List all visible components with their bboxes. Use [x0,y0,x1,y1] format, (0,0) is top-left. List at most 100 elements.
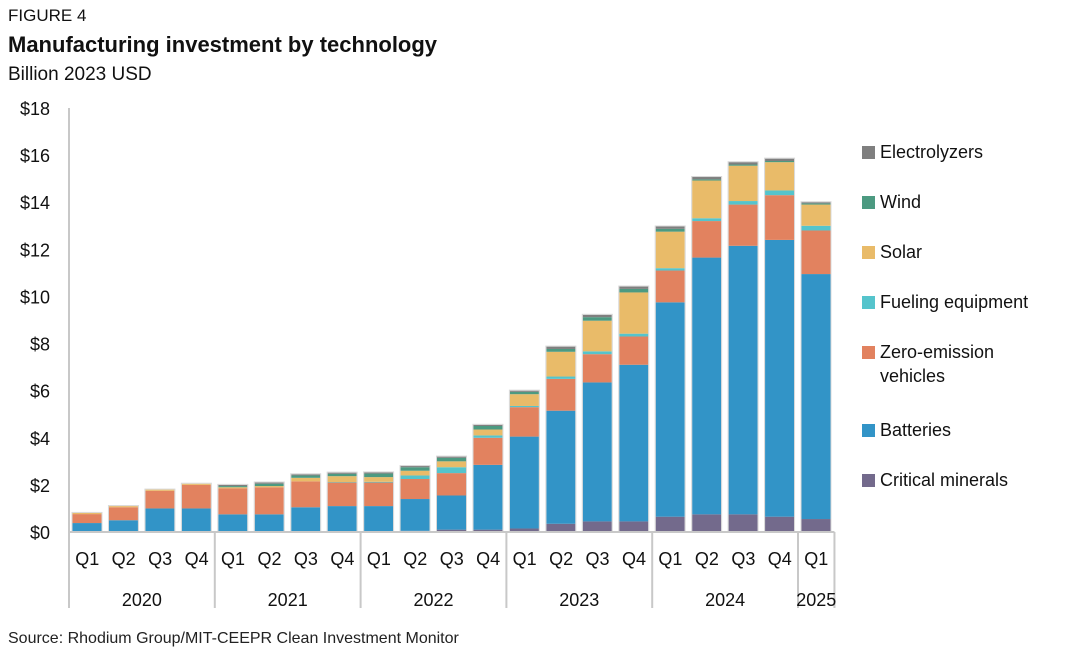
y-tick-label: $16 [20,146,50,166]
bar-segment-fueling-equipment [619,333,649,337]
bar-segment-zero-emission-vehicles [400,479,430,500]
bar-segment-fueling-equipment [582,351,612,355]
bar-segment-fueling-equipment [400,475,430,479]
x-tick-label: Q3 [731,549,755,569]
legend-swatch [862,246,875,259]
bar-segment-batteries [254,514,284,532]
bar-segment-solar [619,292,649,334]
bar-segment-wind [218,486,248,488]
bar-segment-solar [509,394,539,406]
bar-segment-zero-emission-vehicles [291,481,321,508]
axes [68,108,836,608]
bar-segment-zero-emission-vehicles [364,482,394,507]
legend-label: Critical minerals [880,470,1009,490]
x-year-label: 2025 [796,590,836,610]
bars [71,157,832,533]
bar-segment-batteries [765,239,795,517]
bar-segment-wind [619,288,649,293]
bar-segment-wind [801,203,831,205]
bar-segment-solar [218,487,248,489]
legend-label: Zero-emission vehicles [880,342,995,386]
bar-segment-electrolyzers [437,456,466,458]
y-tick-label: $14 [20,193,50,213]
bar-segment-zero-emission-vehicles [509,407,539,437]
bar-segment-wind [400,467,430,471]
bar-segment-electrolyzers [364,472,394,474]
legend-item: Solar [862,240,1060,264]
legend-item: Zero-emission vehicles [862,340,1020,388]
legend-item: Fueling equipment [862,290,1060,314]
bar-segment-critical-minerals [728,514,758,532]
figure-label: FIGURE 4 [8,6,87,25]
y-axis-ticks: $0 $2 $4 $6 $8 $10 $12 $14 $16 $18 [20,99,50,543]
y-tick-label: $4 [30,429,50,449]
bar-segment-wind [437,457,466,462]
bar-segment-zero-emission-vehicles [619,336,649,365]
bar-segment-solar [400,470,430,476]
bar-segment-batteries [692,257,722,515]
bar-segment-solar [801,204,831,226]
bar-segment-batteries [582,382,612,522]
bar-segment-fueling-equipment [692,218,722,222]
bar-segment-zero-emission-vehicles [181,484,211,509]
bar-segment-batteries [400,499,430,531]
bar-segment-zero-emission-vehicles [437,473,466,496]
x-tick-label: Q4 [185,549,209,569]
x-tick-label: Q4 [768,549,792,569]
bar-segment-solar [765,162,795,191]
legend-swatch [862,474,875,487]
x-tick-label: Q2 [695,549,719,569]
bar-segment-solar [181,483,211,485]
x-tick-label: Q1 [804,549,828,569]
x-tick-label: Q2 [403,549,427,569]
legend-item: Critical minerals [862,468,1060,492]
bar-segment-electrolyzers [400,466,430,468]
bar-segment-zero-emission-vehicles [254,487,284,515]
bar-segment-solar [437,461,466,468]
y-tick-label: $2 [30,476,50,496]
bar-segment-critical-minerals [619,521,649,532]
bar-segment-fueling-equipment [473,435,503,438]
legend-label: Electrolyzers [880,142,984,162]
bar-segment-critical-minerals [582,521,612,532]
x-tick-label: Q4 [476,549,500,569]
x-tick-label: Q1 [367,549,391,569]
x-tick-label: Q3 [440,549,464,569]
bar-segment-solar [327,476,357,483]
bar-segment-batteries [108,520,138,532]
bar-segment-fueling-equipment [801,225,831,231]
bar-segment-electrolyzers [692,177,722,180]
bar-segment-fueling-equipment [728,201,758,205]
legend-swatch [862,424,875,437]
x-tick-label: Q2 [257,549,281,569]
bar-segment-batteries [437,495,466,530]
legend-swatch [862,146,875,159]
x-tick-label: Q1 [658,549,682,569]
bar-segment-solar [291,477,321,482]
bar-segment-fueling-equipment [546,376,576,379]
bar-segment-zero-emission-vehicles [582,354,612,383]
bar-segment-batteries [145,508,175,532]
legend-label: Solar [880,242,923,262]
bar-segment-fueling-equipment [509,405,539,408]
bar-segment-wind [765,161,795,163]
bar-segment-zero-emission-vehicles [327,482,357,507]
bar-segment-solar [728,165,758,202]
bar-segment-critical-minerals [655,516,685,532]
bar-segment-batteries [181,508,211,532]
bar-segment-batteries [728,245,758,515]
bar-segment-fueling-equipment [364,481,394,483]
bar-segment-fueling-equipment [327,482,357,483]
bar-segment-solar [692,180,722,219]
chart-subtitle: Billion 2023 USD [8,64,152,85]
bar-segment-electrolyzers [509,390,539,392]
y-tick-label: $8 [30,335,50,355]
bar-segment-batteries [218,514,248,532]
bar-segment-electrolyzers [254,482,284,484]
bar-segment-solar [655,231,685,269]
chart-title: Manufacturing investment by technology [8,32,438,57]
bar-segment-electrolyzers [546,346,576,349]
y-tick-label: $6 [30,382,50,402]
bar-segment-solar [473,429,503,436]
bar-segment-electrolyzers [327,472,357,474]
